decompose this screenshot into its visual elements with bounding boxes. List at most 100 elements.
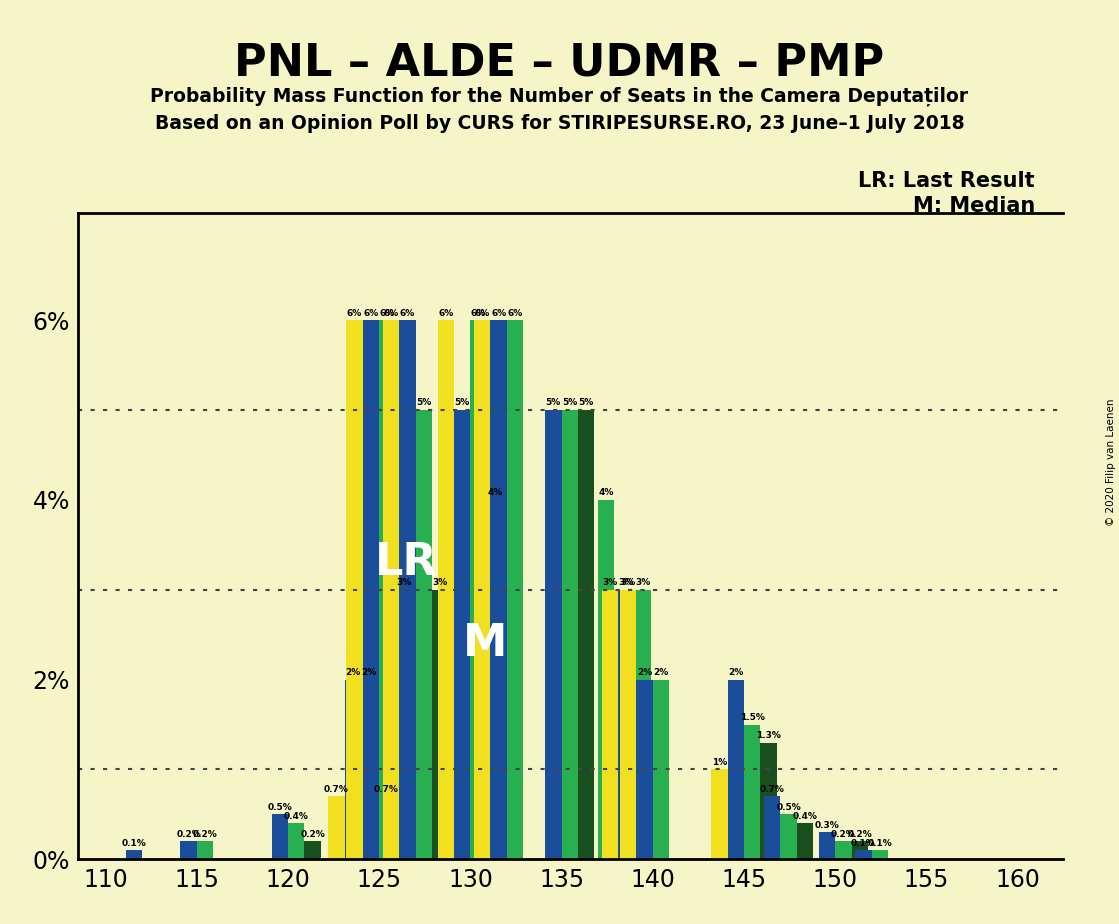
Bar — [760, 743, 777, 859]
Text: 0.7%: 0.7% — [373, 784, 398, 794]
Bar — [727, 680, 744, 859]
Text: 2%: 2% — [653, 668, 668, 677]
Bar — [744, 724, 760, 859]
Bar — [363, 321, 379, 859]
Bar — [288, 823, 304, 859]
Bar — [432, 590, 449, 859]
Text: 0.1%: 0.1% — [122, 839, 147, 847]
Text: 2%: 2% — [345, 668, 360, 677]
Text: 0.2%: 0.2% — [177, 830, 201, 839]
Bar — [652, 680, 669, 859]
Bar — [598, 500, 614, 859]
Text: 4%: 4% — [599, 488, 614, 497]
Text: 0.2%: 0.2% — [192, 830, 217, 839]
Text: 1.5%: 1.5% — [740, 713, 764, 722]
Text: PNL – ALDE – UDMR – PMP: PNL – ALDE – UDMR – PMP — [234, 42, 885, 85]
Text: 0.4%: 0.4% — [792, 811, 818, 821]
Text: 1%: 1% — [712, 758, 727, 767]
Text: © 2020 Filip van Laenen: © 2020 Filip van Laenen — [1107, 398, 1116, 526]
Text: 6%: 6% — [399, 309, 415, 318]
Text: 6%: 6% — [474, 309, 490, 318]
Bar — [399, 321, 415, 859]
Bar — [383, 321, 399, 859]
Bar — [396, 590, 412, 859]
Bar — [197, 842, 214, 859]
Text: M: Median: M: Median — [913, 196, 1035, 216]
Bar — [438, 321, 454, 859]
Bar — [180, 842, 197, 859]
Text: 2%: 2% — [637, 668, 652, 677]
Text: 0.2%: 0.2% — [831, 830, 856, 839]
Bar — [328, 796, 345, 859]
Text: LR: Last Result: LR: Last Result — [858, 171, 1035, 191]
Text: 3%: 3% — [636, 578, 650, 587]
Bar — [345, 680, 361, 859]
Bar — [361, 680, 377, 859]
Bar — [579, 410, 594, 859]
Text: 3%: 3% — [602, 578, 618, 587]
Text: 0.4%: 0.4% — [284, 811, 309, 821]
Text: 5%: 5% — [546, 398, 561, 407]
Text: 2%: 2% — [728, 668, 743, 677]
Text: 0.7%: 0.7% — [323, 784, 349, 794]
Bar — [507, 321, 524, 859]
Bar — [272, 814, 288, 859]
Text: 0.1%: 0.1% — [867, 839, 892, 847]
Text: LR: LR — [375, 541, 438, 584]
Bar — [780, 814, 797, 859]
Bar — [415, 410, 432, 859]
Text: 5%: 5% — [454, 398, 470, 407]
Bar — [835, 842, 852, 859]
Text: 0.2%: 0.2% — [847, 830, 872, 839]
Text: M: M — [463, 622, 507, 665]
Text: Probability Mass Function for the Number of Seats in the Camera Deputaților: Probability Mass Function for the Number… — [150, 87, 969, 106]
Bar — [490, 321, 507, 859]
Bar — [379, 321, 396, 859]
Text: 6%: 6% — [384, 309, 398, 318]
Bar — [470, 321, 487, 859]
Text: 0.7%: 0.7% — [760, 784, 784, 794]
Bar — [347, 321, 363, 859]
Text: 6%: 6% — [364, 309, 378, 318]
Text: 3%: 3% — [396, 578, 412, 587]
Text: 5%: 5% — [416, 398, 432, 407]
Bar — [855, 850, 872, 859]
Text: 6%: 6% — [379, 309, 395, 318]
Bar — [637, 680, 652, 859]
Text: 2%: 2% — [361, 668, 377, 677]
Bar — [474, 321, 490, 859]
Text: 3%: 3% — [619, 578, 634, 587]
Bar — [620, 590, 637, 859]
Text: 0.5%: 0.5% — [267, 803, 292, 811]
Text: 5%: 5% — [579, 398, 594, 407]
Text: 6%: 6% — [507, 309, 523, 318]
Bar — [711, 770, 727, 859]
Text: 1.3%: 1.3% — [756, 731, 781, 740]
Bar — [545, 410, 562, 859]
Text: 6%: 6% — [471, 309, 487, 318]
Bar — [377, 796, 394, 859]
Text: 5%: 5% — [562, 398, 577, 407]
Text: 0.3%: 0.3% — [815, 821, 839, 830]
Bar — [487, 500, 504, 859]
Bar — [618, 590, 634, 859]
Bar — [852, 842, 868, 859]
Text: 3%: 3% — [433, 578, 448, 587]
Text: 0.5%: 0.5% — [777, 803, 801, 811]
Text: 6%: 6% — [347, 309, 363, 318]
Bar — [797, 823, 814, 859]
Text: 6%: 6% — [491, 309, 506, 318]
Bar — [872, 850, 888, 859]
Text: 6%: 6% — [439, 309, 453, 318]
Text: 0.2%: 0.2% — [300, 830, 325, 839]
Bar — [454, 410, 470, 859]
Bar — [819, 833, 835, 859]
Bar — [562, 410, 579, 859]
Text: 3%: 3% — [621, 578, 636, 587]
Bar — [764, 796, 780, 859]
Bar — [602, 590, 618, 859]
Bar — [125, 850, 142, 859]
Text: 4%: 4% — [488, 488, 502, 497]
Bar — [634, 590, 651, 859]
Text: 0.1%: 0.1% — [850, 839, 876, 847]
